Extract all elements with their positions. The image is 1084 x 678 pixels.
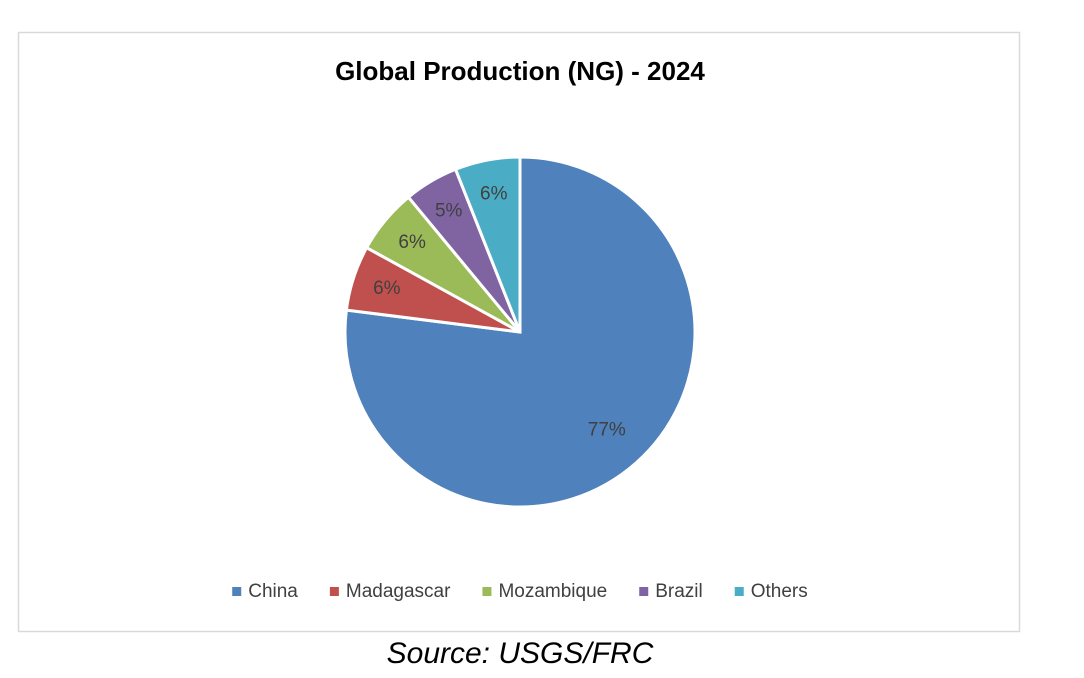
legend-label: Madagascar: [346, 581, 451, 602]
source-note: Source: USGS/FRC: [387, 637, 654, 670]
legend-marker: [734, 587, 744, 596]
legend-marker: [232, 587, 242, 596]
data-label: 77%: [588, 419, 626, 440]
legend-marker: [329, 587, 339, 596]
pie-slice: [453, 155, 522, 333]
data-label: 5%: [435, 201, 463, 222]
legend-marker: [639, 587, 649, 596]
legend-label: China: [248, 581, 298, 602]
data-label: 6%: [480, 183, 508, 204]
legend-label: Brazil: [655, 581, 703, 602]
legend-label: Others: [751, 581, 808, 602]
chart-title: Global Production (NG) - 2024: [335, 56, 705, 86]
legend-label: Mozambique: [498, 581, 607, 602]
data-label: 6%: [373, 278, 401, 299]
data-label: 6%: [398, 232, 426, 253]
legend-marker: [482, 587, 492, 596]
